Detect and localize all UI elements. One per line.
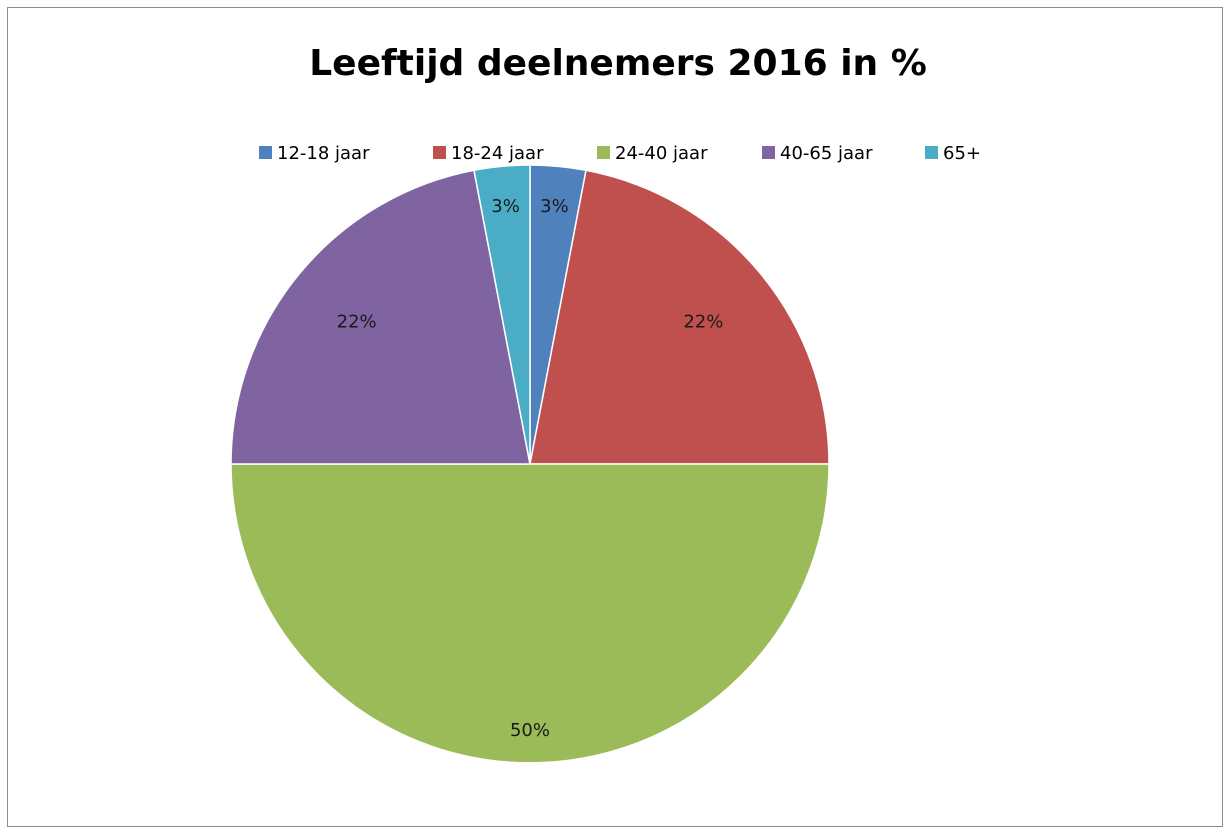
data-label-24-40-jaar: 50% xyxy=(510,720,550,741)
data-label-65: 3% xyxy=(491,196,520,217)
legend-label-40-65-jaar: 40-65 jaar xyxy=(780,143,873,164)
legend-swatch-65 xyxy=(925,146,938,159)
data-label-18-24-jaar: 22% xyxy=(683,312,723,333)
legend: 12-18 jaar 18-24 jaar 24-40 jaar 40-65 jaar… xyxy=(259,143,981,164)
legend-label-18-24-jaar: 18-24 jaar xyxy=(451,143,544,164)
pie-slice-24-40-jaar xyxy=(230,463,830,764)
chart-title: Leeftijd deelnemers 2016 in % xyxy=(309,43,927,84)
legend-label-65: 65+ xyxy=(943,143,981,164)
data-labels: 3% 22% 50% 22% 3% xyxy=(337,196,724,741)
pie-slice-40-65-jaar xyxy=(230,169,531,465)
pie-slice-65 xyxy=(473,164,531,465)
legend-swatch-12-18-jaar xyxy=(259,146,272,159)
data-label-40-65-jaar: 22% xyxy=(337,312,377,333)
legend-swatch-18-24-jaar xyxy=(433,146,446,159)
legend-label-24-40-jaar: 24-40 jaar xyxy=(615,143,708,164)
legend-swatch-40-65-jaar xyxy=(762,146,775,159)
legend-label-12-18-jaar: 12-18 jaar xyxy=(277,143,370,164)
pie-slices xyxy=(230,164,830,764)
pie-slice-18-24-jaar xyxy=(529,169,830,465)
legend-swatch-24-40-jaar xyxy=(597,146,610,159)
data-label-12-18-jaar: 3% xyxy=(540,196,569,217)
